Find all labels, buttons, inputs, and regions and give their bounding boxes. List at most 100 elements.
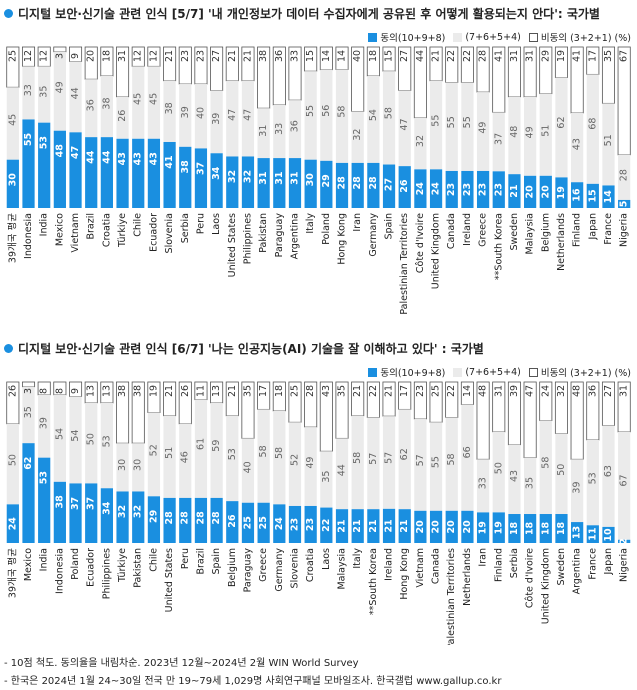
value-label-agree: 43: [133, 152, 144, 165]
value-label-neutral: 62: [399, 448, 410, 460]
bar-neutral: [179, 84, 192, 147]
bar-neutral: [414, 117, 427, 170]
value-label-disagree: 12: [39, 50, 50, 62]
value-label-agree: 23: [305, 518, 316, 531]
value-label-disagree: 27: [211, 50, 222, 62]
bar-neutral: [273, 104, 286, 159]
bar-agree: [445, 510, 458, 543]
category-label: United Kingdom: [540, 548, 551, 624]
category-label: Ireland: [384, 548, 395, 581]
category-label: Belgium: [540, 213, 551, 252]
value-label-agree: 26: [227, 514, 238, 528]
value-label-agree: 31: [289, 171, 300, 184]
value-label-agree: 44: [101, 150, 112, 164]
bar-agree: [492, 171, 505, 208]
value-label-disagree: 67: [619, 50, 630, 62]
category-label: Malaysia: [525, 213, 536, 255]
value-label-disagree: 22: [462, 50, 473, 62]
bar-neutral: [194, 84, 208, 149]
chart-1-block: 디지털 보안·신기술 관련 인식 [5/7] '내 개인정보가 데이터 수집자에…: [0, 0, 637, 330]
value-label-disagree: 36: [587, 385, 598, 397]
value-label-neutral: 57: [415, 454, 426, 466]
value-label-disagree: 11: [195, 385, 206, 397]
value-label-neutral: 37: [493, 133, 504, 145]
bar-neutral: [351, 111, 364, 163]
bar-disagree: [366, 381, 380, 418]
value-label-neutral: 51: [540, 125, 551, 137]
category-label: Finland: [572, 213, 583, 247]
value-label-disagree: 31: [525, 50, 536, 62]
bar-agree: [304, 505, 317, 543]
bar-agree: [132, 138, 145, 208]
category-label: Brazil: [195, 548, 206, 575]
value-label-disagree: 17: [258, 385, 269, 397]
bar-disagree: [398, 381, 412, 410]
bar-agree: [69, 483, 82, 543]
value-label-disagree: 8: [39, 388, 50, 394]
bar-neutral: [571, 459, 584, 523]
value-label-agree: 25: [242, 516, 253, 529]
bar-disagree: [523, 381, 537, 459]
legend-disagree-label: 비동의 (3+2+1) (%): [540, 368, 631, 379]
bar-neutral: [586, 74, 599, 184]
bar-agree: [586, 525, 599, 543]
value-label-neutral: 54: [70, 430, 81, 442]
bar-agree: [210, 153, 223, 208]
value-label-neutral: 49: [305, 457, 316, 469]
value-label-disagree: 44: [415, 50, 426, 62]
bar-neutral: [38, 394, 51, 458]
category-label: Malaysia: [337, 548, 348, 590]
category-label: Türkiye: [117, 213, 128, 248]
value-label-agree: 29: [321, 174, 332, 187]
bar-agree: [22, 443, 35, 543]
value-label-agree: 32: [227, 170, 238, 183]
bar-neutral: [351, 415, 364, 510]
title-bullet-icon: [4, 9, 13, 18]
bar-agree: [476, 170, 490, 208]
bar-agree: [132, 491, 145, 543]
value-label-agree: 24: [431, 182, 442, 196]
category-label: Croatia: [101, 213, 112, 247]
bar-agree: [523, 175, 537, 208]
value-label-disagree: 21: [242, 50, 253, 62]
value-label-disagree: 31: [493, 385, 504, 397]
bar-agree: [476, 512, 490, 543]
value-label-disagree: 13: [211, 385, 222, 397]
bar-disagree: [100, 46, 114, 77]
value-label-agree: 41: [164, 155, 175, 168]
bar-agree: [586, 183, 599, 208]
bar-agree: [116, 138, 129, 208]
bar-agree: [335, 509, 349, 543]
category-label: Croatia: [305, 548, 316, 582]
value-label-agree: 13: [572, 526, 583, 539]
category-label: Sweden: [509, 213, 520, 251]
bar-neutral: [116, 443, 129, 492]
bar-neutral: [288, 100, 302, 159]
value-label-neutral: 52: [148, 444, 159, 456]
bar-agree: [22, 119, 35, 208]
category-label: Canada: [431, 548, 442, 584]
value-label-neutral: 55: [305, 105, 316, 117]
value-label-neutral: 58: [540, 457, 551, 469]
value-label-disagree: 21: [431, 50, 442, 62]
bar-agree: [241, 502, 255, 543]
chart-1-title: 디지털 보안·신기술 관련 인식 [5/7] '내 개인정보가 데이터 수집자에…: [4, 5, 600, 22]
value-label-disagree: 15: [384, 50, 395, 62]
chart-2-title: 디지털 보안·신기술 관련 인식 [6/7] '나는 인공지능(AI) 기술을 …: [4, 340, 484, 357]
value-label-disagree: 48: [572, 385, 583, 397]
bar-neutral: [461, 404, 474, 511]
value-label-neutral: 39: [180, 106, 191, 118]
value-label-disagree: 18: [274, 385, 285, 397]
bar-agree: [523, 514, 537, 543]
category-label: Italy: [305, 213, 316, 234]
value-label-disagree: 17: [587, 50, 598, 62]
value-label-neutral: 49: [478, 122, 489, 134]
value-label-neutral: 35: [525, 477, 536, 489]
bar-agree: [351, 162, 364, 208]
footnote-1: - 10점 척도. 동의율을 내림차순. 2023년 12월~2024년 2월 …: [4, 658, 359, 669]
value-label-agree: 30: [305, 173, 316, 187]
footnote-2: - 한국은 2024년 1월 24~30일 전국 만 19~79세 1,029명…: [4, 676, 502, 687]
value-label-neutral: 33: [23, 84, 34, 96]
bar-neutral: [555, 433, 568, 515]
bar-neutral: [461, 82, 474, 171]
